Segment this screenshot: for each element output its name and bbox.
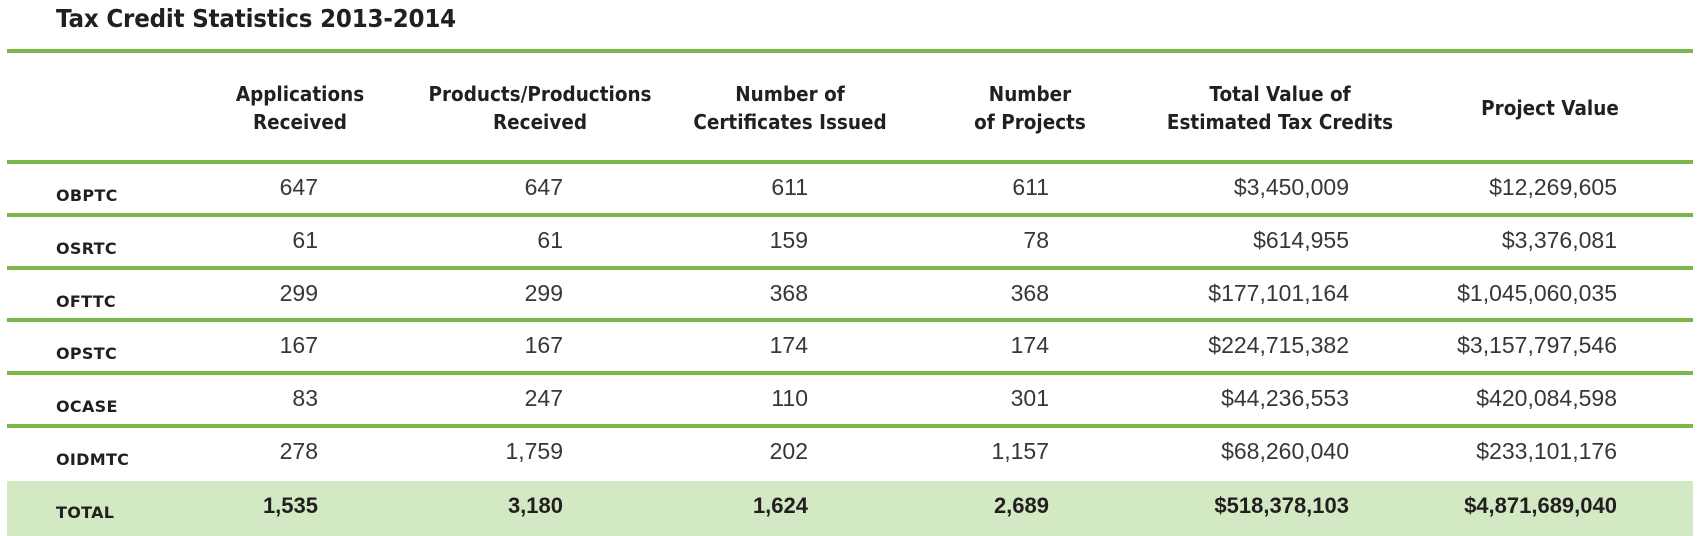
cell-projects: 1,157 [991, 438, 1049, 464]
cell-projects: 174 [1010, 332, 1049, 358]
total-row: TOTAL 1,535 3,180 1,624 2,689 $518,378,1… [7, 481, 1693, 536]
header-rule [7, 160, 1693, 164]
cell-products: 61 [537, 227, 563, 253]
column-header-applications: Applications Received [235, 82, 365, 134]
cell-certificates: 202 [769, 438, 808, 464]
row-label: OCASE [56, 397, 118, 416]
cell-project-value: $3,376,081 [1501, 227, 1617, 253]
cell-certificates: 368 [769, 280, 808, 306]
cell-estimated-credits: $224,715,382 [1208, 332, 1349, 358]
cell-estimated-credits: $3,450,009 [1233, 174, 1349, 200]
cell-estimated-credits: $68,260,040 [1221, 438, 1349, 464]
row-divider [7, 213, 1693, 217]
row-label: OIDMTC [56, 450, 130, 469]
total-products: 3,180 [507, 493, 563, 518]
cell-projects: 78 [1023, 227, 1049, 253]
row-label: OBPTC [56, 186, 118, 205]
cell-products: 647 [524, 174, 563, 200]
column-header-projects: Number of Projects [974, 82, 1086, 134]
table-row: OSRTC 61 61 159 78 $614,955 $3,376,081 [7, 217, 1693, 265]
cell-projects: 611 [1012, 174, 1049, 200]
cell-applications: 61 [292, 227, 318, 253]
cell-applications: 278 [279, 438, 318, 464]
column-header-products: Products/Productions Received [428, 82, 652, 134]
total-projects: 2,689 [993, 493, 1049, 518]
row-divider [7, 424, 1693, 428]
table-row: OCASE 83 247 110 301 $44,236,553 $420,08… [7, 375, 1693, 423]
total-applications: 1,535 [262, 493, 318, 518]
cell-estimated-credits: $614,955 [1253, 227, 1349, 253]
column-header-project-value: Project Value [1481, 96, 1619, 120]
table-row: OIDMTC 278 1,759 202 1,157 $68,260,040 $… [7, 428, 1693, 476]
cell-applications: 83 [292, 385, 318, 411]
cell-products: 1,759 [505, 438, 563, 464]
row-label: OSRTC [56, 239, 117, 258]
cell-products: 247 [524, 385, 563, 411]
table-row: OBPTC 647 647 611 611 $3,450,009 $12,269… [7, 164, 1693, 212]
cell-project-value: $1,045,060,035 [1457, 280, 1617, 306]
row-divider [7, 318, 1693, 322]
table-row: OPSTC 167 167 174 174 $224,715,382 $3,15… [7, 322, 1693, 370]
row-label: OPSTC [56, 344, 118, 363]
total-label: TOTAL [56, 503, 115, 522]
cell-certificates: 159 [769, 227, 808, 253]
total-estimated-credits: $518,378,103 [1214, 493, 1349, 518]
column-header-certificates: Number of Certificates Issued [693, 82, 887, 134]
cell-projects: 301 [1010, 385, 1049, 411]
cell-applications: 647 [279, 174, 318, 200]
cell-project-value: $12,269,605 [1489, 174, 1617, 200]
cell-applications: 299 [279, 280, 318, 306]
table-row: OFTTC 299 299 368 368 $177,101,164 $1,04… [7, 270, 1693, 318]
cell-certificates: 110 [771, 385, 808, 411]
column-header-estimated-credits: Total Value of Estimated Tax Credits [1166, 82, 1394, 134]
cell-project-value: $420,084,598 [1476, 385, 1617, 411]
row-divider [7, 266, 1693, 270]
row-divider [7, 371, 1693, 375]
cell-certificates: 611 [771, 174, 808, 200]
total-project-value: $4,871,689,040 [1464, 493, 1617, 518]
cell-estimated-credits: $177,101,164 [1208, 280, 1349, 306]
total-certificates: 1,624 [752, 493, 808, 518]
cell-products: 299 [524, 280, 563, 306]
cell-certificates: 174 [769, 332, 808, 358]
top-rule [7, 49, 1693, 53]
row-label: OFTTC [56, 292, 116, 311]
cell-applications: 167 [279, 332, 318, 358]
cell-project-value: $3,157,797,546 [1457, 332, 1617, 358]
cell-products: 167 [524, 332, 563, 358]
cell-project-value: $233,101,176 [1476, 438, 1617, 464]
cell-estimated-credits: $44,236,553 [1221, 385, 1349, 411]
cell-projects: 368 [1010, 280, 1049, 306]
page-title: Tax Credit Statistics 2013-2014 [56, 4, 456, 33]
